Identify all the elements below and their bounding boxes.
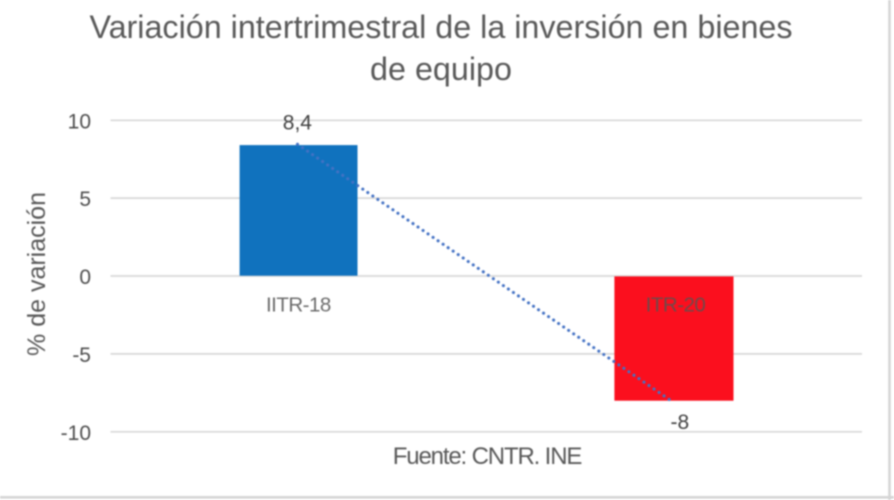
svg-text:8,4: 8,4 bbox=[283, 111, 313, 134]
svg-text:de equipo: de equipo bbox=[370, 51, 512, 87]
svg-text:-8: -8 bbox=[670, 411, 689, 434]
svg-text:IITR-18: IITR-18 bbox=[266, 294, 331, 317]
svg-text:10: 10 bbox=[68, 110, 91, 133]
svg-text:% de variación: % de variación bbox=[23, 192, 51, 356]
svg-text:Fuente: CNTR. INE: Fuente: CNTR. INE bbox=[393, 443, 582, 470]
svg-text:ITR-20: ITR-20 bbox=[646, 294, 706, 317]
svg-text:Variación intertrimestral de l: Variación intertrimestral de la inversió… bbox=[89, 9, 792, 45]
svg-text:5: 5 bbox=[79, 188, 91, 211]
svg-text:0: 0 bbox=[79, 266, 91, 289]
svg-text:-5: -5 bbox=[72, 344, 91, 367]
svg-text:-10: -10 bbox=[61, 422, 91, 445]
